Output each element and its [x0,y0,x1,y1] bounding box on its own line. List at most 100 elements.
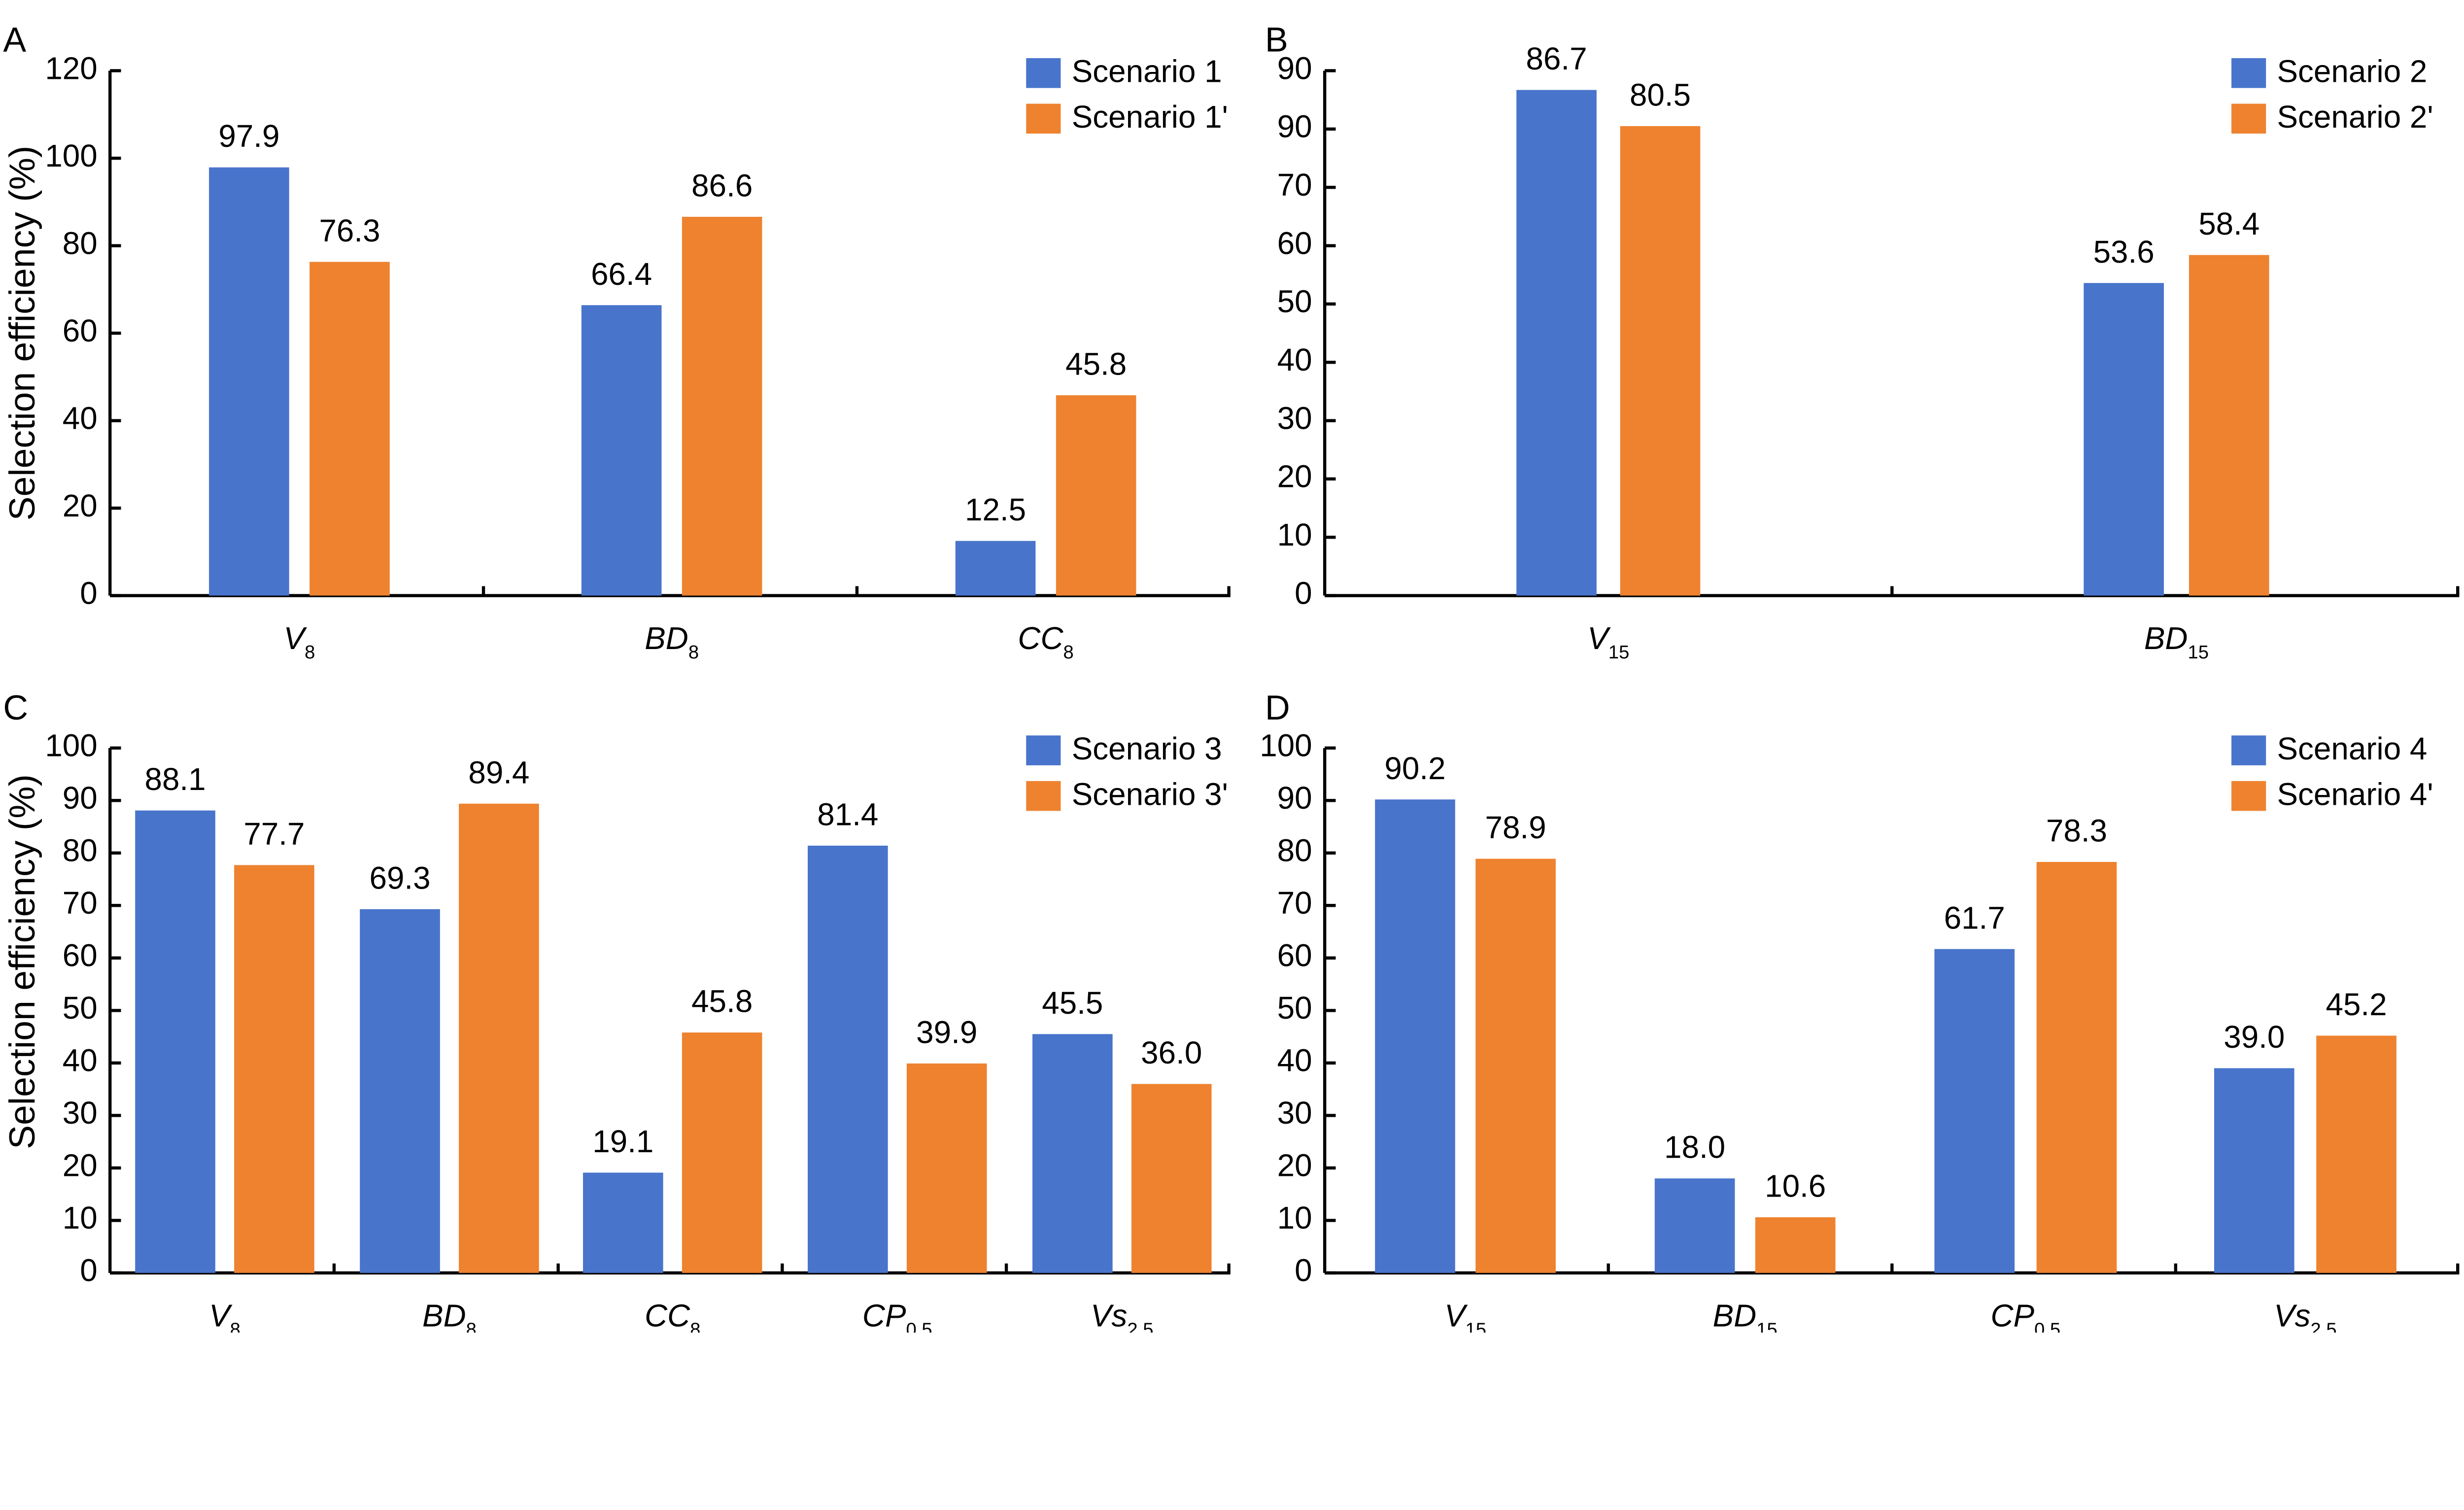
data-label: 77.7 [243,816,305,852]
x-tick-label: V15 [1444,1298,1486,1333]
y-tick-label: 10 [1277,1200,1312,1235]
category-main: BD [1713,1298,1757,1333]
data-label: 78.3 [2046,813,2107,849]
data-label: 19.1 [592,1124,653,1159]
category-subscript: 0.5 [906,1319,932,1333]
bar-scenario-4- [1475,858,1556,1273]
y-tick-label: 90 [1277,109,1312,144]
bar-scenario-3 [808,845,888,1273]
legend-label: Scenario 3 [1072,731,1222,766]
legend-swatch [2231,58,2266,88]
category-subscript: 8 [690,1319,700,1333]
y-tick-label: 90 [1277,50,1312,86]
data-label: 61.7 [1944,900,2005,935]
y-tick-label: 10 [63,1200,98,1235]
x-tick-label: BD15 [2144,620,2209,663]
bar-scenario-1 [581,305,662,596]
category-subscript: 0.5 [2034,1319,2060,1333]
x-tick-label: CC8 [645,1298,700,1333]
y-tick-label: 0 [80,1253,97,1288]
legend-swatch [1026,58,1061,88]
category-main: CP [862,1298,906,1333]
y-tick-label: 80 [1277,833,1312,868]
bar-scenario-1 [955,541,1036,596]
legend-swatch [2231,781,2266,811]
legend-label: Scenario 2 [2277,54,2428,89]
x-tick-label: V15 [1587,620,1629,663]
data-label: 88.1 [144,761,205,797]
data-label: 53.6 [2093,234,2155,270]
x-tick-label: CC8 [1018,620,1073,663]
bar-scenario-4 [1375,799,1455,1273]
y-tick-label: 10 [1277,517,1312,552]
y-tick-label: 30 [1277,400,1312,436]
category-subscript: 8 [305,642,315,663]
data-label: 78.9 [1485,810,1546,845]
x-tick-label: V8 [209,1298,240,1333]
x-tick-label: Vs2.5 [2274,1298,2337,1333]
y-tick-label: 60 [1277,225,1312,261]
data-label: 90.2 [1384,751,1445,786]
category-subscript: 2.5 [1127,1319,1153,1333]
panel-d: D010203040506070809010090.278.9V1518.010… [1260,688,2460,1333]
data-label: 39.9 [916,1014,977,1050]
category-subscript: 2.5 [2311,1319,2337,1333]
category-subscript: 8 [466,1319,477,1333]
legend-swatch [1026,781,1061,811]
category-subscript: 15 [1466,1319,1487,1333]
data-label: 86.7 [1526,41,1587,76]
category-main: CC [1018,620,1063,656]
bar-scenario-2- [2189,255,2269,596]
data-label: 10.6 [1765,1168,1826,1204]
data-label: 86.6 [691,168,753,203]
bar-scenario-3- [234,865,314,1273]
y-tick-label: 120 [45,50,97,86]
data-label: 81.4 [817,797,878,832]
category-main: V [1587,620,1611,656]
category-main: V [209,1298,233,1333]
y-tick-label: 0 [80,575,97,611]
y-tick-label: 80 [63,833,98,868]
data-label: 45.5 [1042,985,1103,1021]
data-label: 45.2 [2326,987,2387,1022]
legend-swatch [1026,103,1061,134]
bar-scenario-4 [1934,949,2015,1273]
category-subscript: 8 [230,1319,240,1333]
y-tick-label: 80 [63,225,98,261]
data-label: 45.8 [1065,346,1127,382]
bar-scenario-3 [135,810,215,1273]
data-label: 66.4 [591,256,652,292]
bar-scenario-1- [682,216,762,596]
panel-label: D [1265,688,1290,727]
legend-label: Scenario 4' [2277,777,2433,812]
y-tick-label: 50 [63,990,98,1026]
category-main: BD [645,620,688,656]
x-tick-label: V8 [284,620,315,663]
legend-swatch [2231,735,2266,765]
y-tick-label: 20 [63,1148,98,1183]
category-subscript: 15 [1756,1319,1778,1333]
y-tick-label: 90 [1277,780,1312,816]
data-label: 45.8 [691,984,753,1019]
legend-swatch [2231,103,2266,134]
category-subscript: 8 [1063,642,1074,663]
panel-label: B [1265,20,1288,59]
y-tick-label: 0 [1295,575,1312,611]
y-tick-label: 40 [63,400,98,436]
legend-label: Scenario 1' [1072,99,1228,135]
bar-scenario-3- [1131,1084,1212,1273]
category-subscript: 8 [688,642,699,663]
bar-scenario-3- [906,1063,987,1273]
legend-label: Scenario 2' [2277,99,2433,135]
y-tick-label: 30 [1277,1095,1312,1131]
x-tick-label: BD8 [645,620,699,663]
y-tick-label: 60 [1277,938,1312,973]
bar-scenario-4 [1654,1178,1735,1273]
category-main: BD [422,1298,466,1333]
y-tick-label: 20 [1277,459,1312,494]
y-tick-label: 40 [1277,1043,1312,1078]
y-tick-label: 90 [63,780,98,816]
bar-scenario-3 [360,909,440,1273]
